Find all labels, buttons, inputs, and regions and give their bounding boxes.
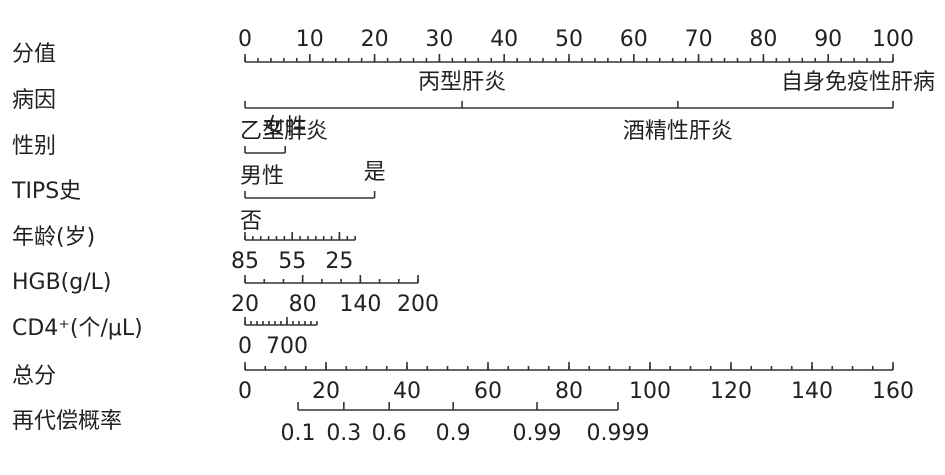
tick-label: 120	[710, 379, 752, 404]
level-label: 丙型肝炎	[418, 70, 506, 95]
row-label: HGB(g/L)	[12, 270, 111, 295]
tick-label: 50	[555, 27, 583, 52]
tick-label: 0.1	[281, 421, 316, 446]
tick-label: 40	[490, 27, 518, 52]
row-label: 性别	[12, 134, 56, 159]
row-label: CD4⁺(个/μL)	[12, 316, 143, 341]
tick-label: 80	[749, 27, 777, 52]
tick-label: 700	[266, 334, 308, 359]
tick-label: 20	[231, 292, 259, 317]
level-label: 自身免疫性肝病	[781, 70, 935, 95]
tick-label: 30	[425, 27, 453, 52]
tick-label: 85	[231, 249, 259, 274]
tick-label: 0	[238, 27, 252, 52]
tick-label: 80	[555, 379, 583, 404]
tick-label: 0	[238, 379, 252, 404]
level-label: 否	[240, 209, 262, 234]
row-label: 总分	[12, 364, 56, 389]
tick-label: 160	[872, 379, 914, 404]
tick-label: 200	[397, 292, 439, 317]
tick-label: 100	[872, 27, 914, 52]
tick-label: 140	[339, 292, 381, 317]
level-label: 酒精性肝炎	[623, 119, 733, 144]
tick-label: 80	[289, 292, 317, 317]
tick-label: 0.6	[372, 421, 407, 446]
row-label: TIPS史	[11, 179, 81, 204]
tick-label: 0.999	[587, 421, 650, 446]
tick-label: 0.9	[436, 421, 471, 446]
tick-label: 0	[238, 334, 252, 359]
tick-label: 25	[325, 249, 353, 274]
tick-label: 20	[361, 27, 389, 52]
tick-label: 0.3	[326, 421, 361, 446]
row-label: 病因	[12, 88, 56, 113]
row-label: 再代偿概率	[12, 409, 122, 434]
tick-label: 140	[791, 379, 833, 404]
tick-label: 10	[296, 27, 324, 52]
tick-label: 0.99	[513, 421, 562, 446]
level-label: 女性	[263, 115, 307, 140]
tick-label: 40	[393, 379, 421, 404]
row-label: 分值	[12, 42, 56, 67]
level-label: 乙型肝炎	[240, 119, 328, 144]
tick-label: 60	[620, 27, 648, 52]
tick-label: 90	[814, 27, 842, 52]
tick-label: 55	[278, 249, 306, 274]
level-label: 是	[364, 160, 386, 185]
row-label: 年龄(岁)	[12, 225, 95, 250]
level-label: 男性	[240, 164, 284, 189]
tick-label: 20	[312, 379, 340, 404]
tick-label: 100	[629, 379, 671, 404]
tick-label: 70	[685, 27, 713, 52]
tick-label: 60	[474, 379, 502, 404]
